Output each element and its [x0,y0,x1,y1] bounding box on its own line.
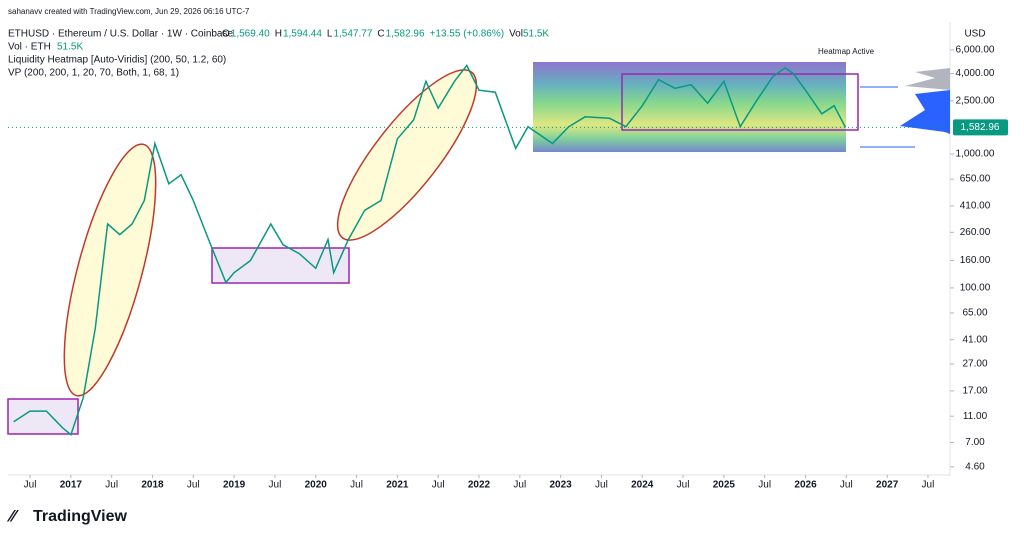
ohlc-key: C [377,29,384,40]
x-tick-label: 2027 [876,480,899,491]
y-tick-label: 410.00 [960,201,991,212]
vol-row-value: 51.5K [57,42,83,53]
y-tick-label: 65.00 [962,308,987,319]
x-tick-label: Jul [922,480,935,491]
y-tick-label: 17.00 [962,386,987,397]
indicator: Liquidity Heatmap [Auto-Viridis] (200, 5… [8,55,226,66]
ohlc-key: H [275,29,282,40]
y-tick-label: 650.00 [960,174,991,185]
y-tick-label: 160.00 [960,255,991,266]
y-tick-label: 100.00 [960,283,991,294]
y-tick-label: 260.00 [960,227,991,238]
x-tick-label: 2019 [223,480,246,491]
y-tick-label: 6,000.00 [956,45,995,56]
price-line [13,63,847,436]
highlight-ellipse [63,143,157,397]
last-price-tag [953,119,1008,136]
y-tick-label: 11.00 [963,411,988,422]
x-tick-label: 2018 [141,480,164,491]
ohlc-value: 1,547.77 [333,29,372,40]
logo: TradingView [33,508,128,525]
y-tick-label: 27.00 [962,359,987,370]
volume-profile [905,68,950,90]
logo-mark: ⁄⁄ [6,506,19,525]
y-tick-label: 1,000.00 [956,149,995,160]
x-tick-label: Jul [350,480,363,491]
ohlc-key: L [327,29,333,40]
range-box [621,73,859,131]
symbol: ETHUSD · Ethereum / U.S. Dollar · 1W · C… [8,29,233,40]
ohlc-value: 1,582.96 [386,29,425,40]
indicator: VP (200, 200, 1, 20, 70, Both, 1, 68, 1) [8,68,179,79]
range-box [211,247,350,284]
liquidity-heatmap [533,62,846,152]
heatmap-note: Heatmap Active [818,47,875,56]
volume-profile [900,90,950,134]
x-tick-label: 2023 [550,480,573,491]
y-tick-label: 2,500.00 [956,95,995,106]
x-tick-label: Jul [105,480,118,491]
x-tick-label: 2025 [713,480,736,491]
x-tick-label: 2017 [60,480,83,491]
x-tick-label: Jul [432,480,445,491]
range-box [7,398,79,435]
x-tick-label: Jul [758,480,771,491]
x-tick-label: Jul [513,480,526,491]
x-tick-label: Jul [24,480,37,491]
y-tick-label: 41.00 [962,334,987,345]
x-tick-label: 2020 [305,480,328,491]
vol-value: 51.5K [523,29,549,40]
x-tick-label: Jul [840,480,853,491]
y-tick-label: 4,000.00 [956,68,995,79]
x-tick-label: Jul [187,480,200,491]
ohlc-value: 1,594.44 [283,29,322,40]
ohlc-key: O [222,29,230,40]
last-price-label: 1,582.96 [961,122,1000,133]
credit: sahanavv created with TradingView.com, J… [8,7,250,16]
vol-key: Vol [509,29,523,40]
vol-row: Vol · ETH [8,42,51,53]
change: +13.55 (+0.86%) [430,29,505,40]
ohlc: O 1,569.40 H 1,594.44 L 1,547.77 C 1,582.96 +13.… [222,29,549,40]
highlight-ellipse [336,69,478,241]
x-tick-label: 2021 [386,480,409,491]
y-tick-label: 4.60 [965,462,985,473]
ohlc-value: 1,569.40 [231,29,270,40]
y-tick-label: 7.00 [965,437,985,448]
x-tick-label: Jul [269,480,282,491]
x-tick-label: Jul [595,480,608,491]
x-tick-label: Jul [677,480,690,491]
x-tick-label: 2026 [794,480,817,491]
currency: USD [964,29,985,40]
x-tick-label: 2024 [631,480,654,491]
x-tick-label: 2022 [468,480,491,491]
